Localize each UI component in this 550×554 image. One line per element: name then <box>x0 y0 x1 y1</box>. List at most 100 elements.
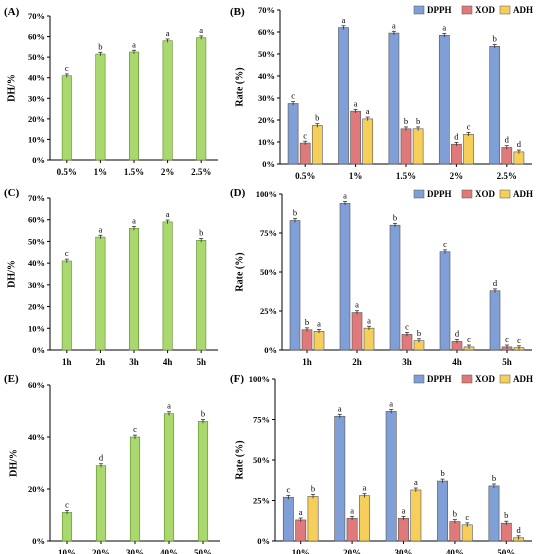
y-tick-label: 20% <box>28 302 45 312</box>
significance-letter: c <box>65 500 69 510</box>
y-tick-label: 10% <box>28 134 45 144</box>
significance-letter: a <box>132 39 136 49</box>
bar-adh <box>362 118 374 165</box>
bar-dh <box>129 436 141 542</box>
chart-panel-1: (A) DH/% 0% 10% 20% 30% 40% 50% 60% 70% 0.5% c 1% b 1.… <box>4 6 218 177</box>
significance-letter: d <box>99 453 104 463</box>
y-tick-label: 0% <box>32 536 45 546</box>
bar-dh <box>61 260 72 351</box>
y-tick-label: 20% <box>28 114 45 124</box>
significance-letter: c <box>505 334 509 344</box>
bar-dh <box>197 421 209 542</box>
x-tick-label: 5h <box>502 357 512 367</box>
significance-letter: b <box>404 116 408 126</box>
y-tick-label: 20% <box>28 484 45 494</box>
x-tick-label: 3h <box>402 357 412 367</box>
legend-label-dpph: DPPH <box>427 374 452 384</box>
y-tick-label: 50% <box>28 236 45 246</box>
x-tick-label: 1h <box>302 357 312 367</box>
significance-letter: a <box>367 315 371 325</box>
y-axis-label: Rate (%) <box>234 252 245 291</box>
x-tick-label: 30% <box>126 548 144 554</box>
significance-letter: a <box>132 216 136 226</box>
y-tick-label: 60% <box>28 32 45 42</box>
bar-adh <box>358 495 370 542</box>
chart-panel-6: (F) Rate (%) 0% 25% 50% 75% 100% 10% c a b 20% a a a 30… <box>230 373 533 554</box>
legend-swatch-dpph <box>413 189 425 199</box>
x-tick-label: 4h <box>163 357 173 367</box>
significance-letter: b <box>393 212 397 222</box>
y-tick-label: 40% <box>258 71 275 81</box>
x-tick-label: 50% <box>194 548 212 554</box>
x-tick-label: 20% <box>343 548 361 554</box>
significance-letter: b <box>201 409 205 419</box>
legend-label-xod: XOD <box>475 189 496 199</box>
significance-letter: b <box>504 510 508 520</box>
panel-label: (E) <box>4 373 19 385</box>
significance-letter: a <box>414 477 418 487</box>
bar-dh <box>61 512 73 542</box>
legend-label-dpph: DPPH <box>427 189 452 199</box>
bar-xod <box>301 329 313 351</box>
significance-letter: a <box>99 224 103 234</box>
panel-label: (D) <box>230 187 246 199</box>
significance-letter: b <box>416 116 420 126</box>
significance-letter: a <box>392 20 396 30</box>
y-axis-label: DH/% <box>8 449 19 477</box>
significance-letter: a <box>342 15 346 25</box>
legend-swatch-adh <box>499 5 511 15</box>
legend-swatch-xod <box>461 374 473 384</box>
significance-letter: b <box>311 484 315 494</box>
y-tick-label: 0% <box>32 345 45 355</box>
significance-letter: c <box>65 248 69 258</box>
bar-dpph <box>289 220 301 351</box>
bar-dpph <box>282 496 294 542</box>
legend: DPPH XOD ADH <box>413 189 533 199</box>
y-tick-label: 100% <box>256 189 277 199</box>
y-tick-label: 40% <box>28 258 45 268</box>
y-tick-label: 60% <box>28 215 45 225</box>
bar-dh <box>128 51 140 161</box>
bar-xod <box>295 519 307 542</box>
bar-adh <box>461 524 473 542</box>
y-tick-label: 40% <box>28 73 45 83</box>
bar-xod <box>299 142 311 165</box>
bar-adh <box>311 125 323 165</box>
x-tick-label: 1h <box>62 357 72 367</box>
chart-panel-5: (E) DH/% 0% 20% 40% 60% 10% c 20% d 30% c 40% a 50% b <box>4 373 220 554</box>
x-tick-label: 40% <box>446 548 464 554</box>
panel-label: (B) <box>230 6 245 18</box>
y-tick-label: 10% <box>28 323 45 333</box>
x-tick-label: 30% <box>395 548 413 554</box>
significance-letter: a <box>366 106 370 116</box>
y-tick-label: 50% <box>28 52 45 62</box>
significance-letter: a <box>350 505 354 515</box>
significance-letter: b <box>305 317 309 327</box>
significance-letter: d <box>454 131 459 141</box>
y-tick-label: 100% <box>249 374 270 384</box>
bar-dh <box>95 53 106 161</box>
panel-label: (C) <box>4 187 20 199</box>
x-tick-label: 2h <box>96 357 106 367</box>
significance-letter: d <box>493 278 498 288</box>
x-tick-label: 1.5% <box>124 167 144 177</box>
y-tick-label: 25% <box>253 496 270 506</box>
significance-letter: a <box>389 398 393 408</box>
significance-letter: a <box>299 507 303 517</box>
bar-dh <box>196 240 207 351</box>
significance-letter: c <box>303 130 307 140</box>
bar-dh <box>95 465 107 542</box>
legend-label-dpph: DPPH <box>427 5 452 15</box>
significance-letter: c <box>291 91 295 101</box>
bar-dpph <box>334 415 346 542</box>
significance-letter: c <box>517 335 521 345</box>
legend: DPPH XOD ADH <box>413 374 533 384</box>
chart-panel-3: (C) DH/% 0% 10% 20% 30% 40% 50% 60% 70% 1h c 2h a 3h a 4… <box>4 187 218 367</box>
x-tick-label: 10% <box>58 548 76 554</box>
significance-letter: a <box>199 25 203 35</box>
x-tick-label: 1% <box>94 167 108 177</box>
y-tick-label: 30% <box>28 280 45 290</box>
significance-letter: a <box>363 483 367 493</box>
